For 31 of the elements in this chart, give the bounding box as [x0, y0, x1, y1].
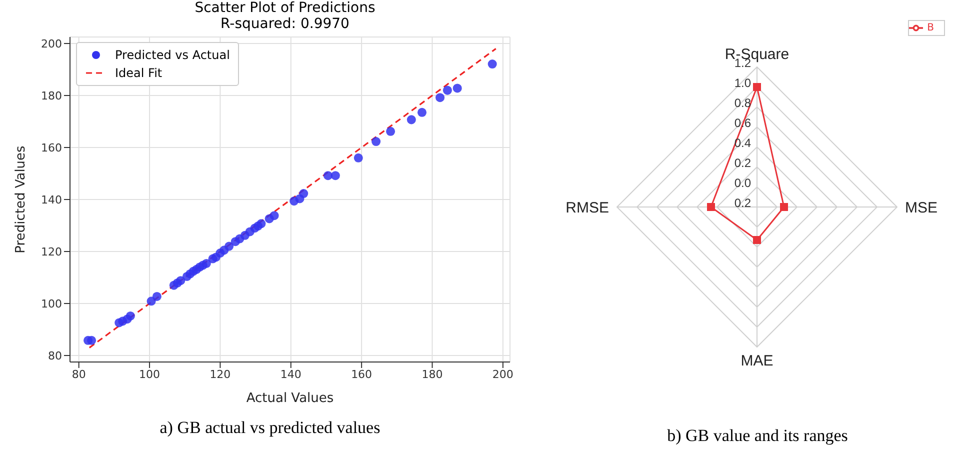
y-tick-label: 0.2	[734, 196, 752, 210]
text: b) GB value and its ranges	[666, 426, 849, 446]
x-tick-label: 180	[422, 368, 443, 381]
x-tick-label: 140	[280, 368, 302, 381]
x-tick-label: 160	[351, 368, 372, 381]
legend-label: Ideal Fit	[115, 65, 162, 82]
x-axis-title: Actual Values	[246, 391, 334, 406]
y-tick-label: 120	[41, 245, 62, 258]
chart-subtitle: R-squared: 0.9970	[220, 16, 350, 32]
y-tick-label: 0.2	[734, 156, 752, 170]
chart-title: Scatter Plot of Predictions	[194, 0, 376, 16]
y-tick-label: 180	[41, 89, 62, 102]
y-axis-title: Predicted Values	[14, 145, 29, 254]
spoke-label: MAE	[740, 352, 774, 370]
x-tick-label: 200	[492, 368, 514, 381]
y-tick-label: 1.0	[734, 76, 752, 90]
legend-label: Predicted vs Actual	[115, 47, 230, 64]
y-tick-label: 200	[41, 37, 62, 50]
y-tick-label: 80	[48, 349, 62, 362]
y-tick-label: 100	[41, 297, 62, 310]
x-tick-label: 80	[72, 368, 86, 381]
y-tick-label: 0.0	[734, 176, 752, 190]
spoke-label: RMSE	[566, 199, 609, 216]
spoke-label: MSE	[905, 199, 938, 216]
y-tick-label: 160	[41, 141, 62, 154]
y-tick-label: 140	[41, 193, 62, 206]
x-tick-label: 120	[210, 368, 231, 381]
x-tick-label: 100	[139, 368, 160, 381]
legend-label: B	[927, 22, 934, 34]
y-tick-label: 0.8	[734, 96, 752, 110]
text: a) GB actual vs predicted values	[158, 418, 382, 438]
